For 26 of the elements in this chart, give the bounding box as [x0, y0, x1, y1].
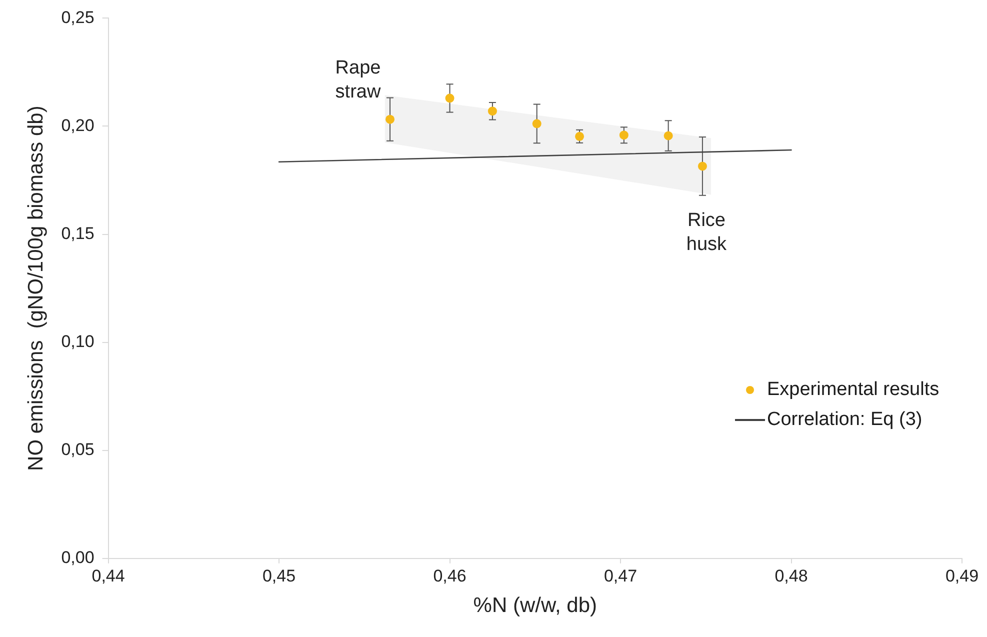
x-tick-label: 0,44: [92, 566, 125, 586]
x-tick-label: 0,47: [604, 566, 638, 586]
annotation: Rape straw: [335, 57, 381, 102]
x-tick-label: 0,48: [774, 566, 808, 586]
point: [488, 106, 497, 116]
annotation: Rice husk: [686, 210, 728, 256]
y-tick-label: 0,10: [61, 332, 94, 352]
point: [619, 130, 628, 140]
point: [698, 162, 707, 171]
x-tick-label: 0,49: [945, 566, 979, 586]
point: [664, 131, 673, 140]
y-tick-label: 0,00: [61, 548, 94, 568]
point: [386, 114, 395, 124]
point: [575, 132, 584, 141]
point: [445, 94, 454, 103]
y-tick-label: 0,25: [61, 8, 94, 27]
x-tick-label: 0,45: [262, 566, 296, 586]
x-axis-title: %N (w/w, db): [473, 594, 597, 618]
y-tick-label: 0,05: [61, 440, 94, 460]
y-tick-label: 0,15: [61, 224, 94, 243]
legend-label: Experimental results: [767, 379, 940, 401]
point: [532, 119, 542, 128]
x-tick-label: 0,46: [433, 566, 466, 586]
legend-label: Correlation: Eq (3): [767, 409, 922, 431]
y-axis-title: NO emissions (gNO/100g biomass db): [24, 106, 48, 471]
y-tick-label: 0,20: [61, 116, 94, 135]
